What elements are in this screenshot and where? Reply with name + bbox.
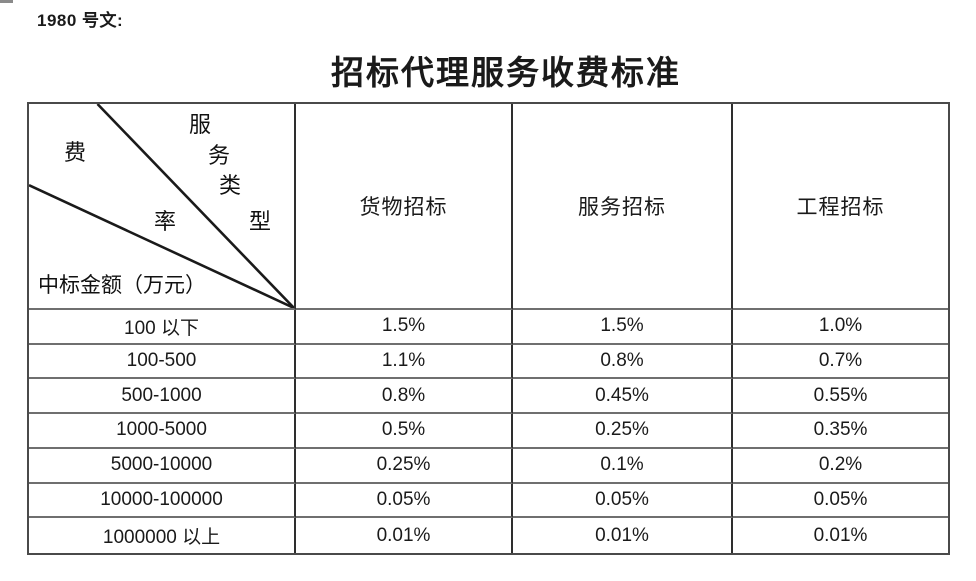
row-label: 5000-10000 (29, 448, 296, 484)
rate-value: 0.25% (296, 448, 513, 484)
page-title: 招标代理服务收费标准 (331, 56, 681, 92)
rate-value: 0.8% (513, 344, 733, 380)
doc-number: 1980 号文: (37, 11, 124, 30)
page-edge-artifact (0, 0, 13, 3)
row-label: 10000-100000 (29, 483, 296, 519)
rate-value: 0.2% (733, 449, 948, 484)
rate-value: 0.01% (296, 518, 513, 553)
column-header-service: 服务招标 (513, 104, 733, 310)
rate-value: 0.1% (513, 448, 733, 484)
rate-value: 1.0% (733, 310, 948, 345)
column-header-goods: 货物招标 (296, 104, 513, 310)
corner-amount-label: 中标金额（万元） (38, 273, 206, 297)
column-header-engineering: 工程招标 (733, 104, 948, 310)
corner-char-service-3: 类 (219, 173, 242, 198)
corner-char-service-4: 型 (249, 209, 272, 234)
rate-value: 0.8% (296, 379, 513, 415)
row-label: 100 以下 (29, 310, 296, 345)
row-label: 1000-5000 (29, 414, 296, 449)
rate-value: 0.45% (513, 379, 733, 415)
rate-value: 0.25% (513, 414, 733, 449)
row-label: 100-500 (29, 344, 296, 380)
rate-value: 0.5% (296, 414, 513, 449)
rate-value: 1.5% (296, 310, 513, 345)
row-label: 1000000 以上 (29, 518, 296, 553)
table-corner-cell: 费 率 服 务 类 型 中标金额（万元） (29, 104, 296, 310)
rate-value: 1.5% (513, 310, 733, 345)
row-label: 500-1000 (29, 379, 296, 415)
corner-char-fee-2: 率 (154, 209, 177, 234)
rate-value: 0.01% (813, 524, 868, 546)
corner-char-fee-1: 费 (64, 140, 87, 165)
diagonal-lines-graphic (29, 104, 294, 308)
rate-value: 0.05% (296, 483, 513, 519)
corner-char-service-1: 服 (189, 112, 212, 137)
corner-char-service-2: 务 (208, 143, 231, 168)
rate-value: 0.05% (733, 484, 948, 519)
rate-value: 0.7% (733, 345, 948, 380)
rate-value: 0.35% (733, 414, 948, 449)
rate-value: 0.05% (513, 483, 733, 519)
rate-value: 1.1% (296, 344, 513, 380)
rate-value: 0.01% (513, 518, 733, 553)
fee-table: 费 率 服 务 类 型 中标金额（万元） 货物招标 服务招标 工程招标 100 … (27, 102, 950, 555)
rate-value: 0.55% (733, 379, 948, 415)
